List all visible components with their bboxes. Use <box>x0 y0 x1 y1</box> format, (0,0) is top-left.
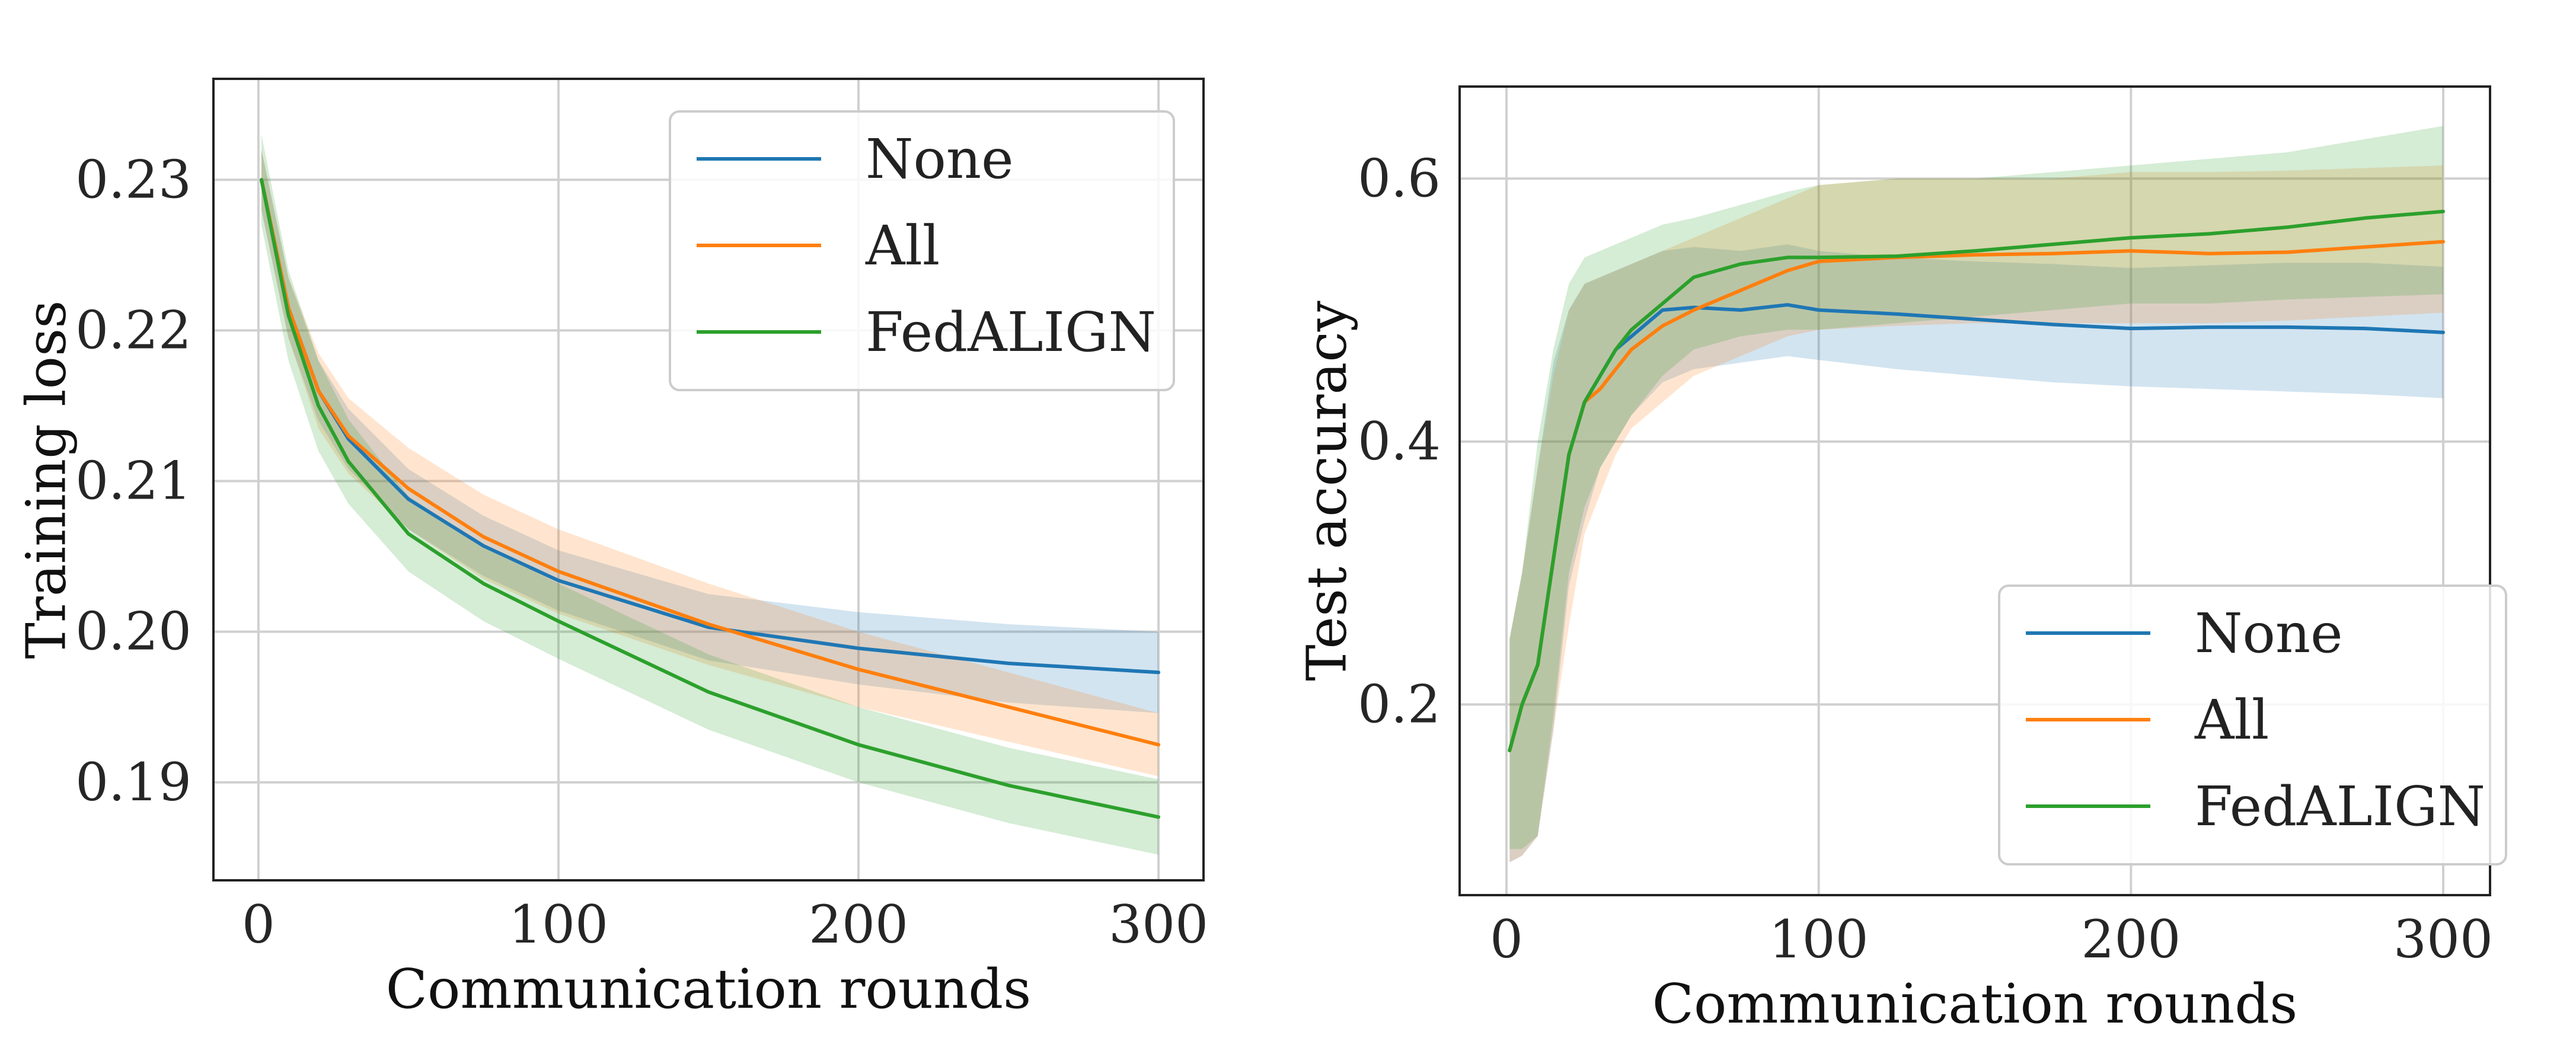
series-line-all <box>260 178 1161 747</box>
legend-label-all: All <box>2194 688 2269 752</box>
legend: None All FedALIGN <box>1998 585 2507 865</box>
y-tick-label: 0.21 <box>75 451 191 512</box>
x-tick-label: 0 <box>242 894 275 955</box>
legend-label-fedalign: FedALIGN <box>866 301 1156 364</box>
band-all <box>1509 165 2443 863</box>
plot-frame <box>212 78 1205 881</box>
x-tick-label: 200 <box>2081 909 2181 970</box>
y-tick-label: 0.22 <box>75 299 191 360</box>
band-none <box>261 149 1159 713</box>
chart-2: 0 100 200 300 0.2 0.4 0.6 Communication rounds T… <box>1295 85 2507 1036</box>
x-tick-label: 100 <box>1769 909 1869 970</box>
plot-frame <box>1458 85 2491 896</box>
band-fedalign <box>1509 126 2443 849</box>
x-tick-label: 300 <box>2393 909 2493 970</box>
legend-box <box>1998 585 2507 865</box>
legend-label-all: All <box>865 214 940 277</box>
y-tick-label: 0.19 <box>75 752 191 813</box>
x-tick-label: 300 <box>1109 894 1208 955</box>
x-axis-label: Communication rounds <box>386 957 1032 1021</box>
legend-label-fedalign: FedALIGN <box>2195 775 2485 838</box>
x-tick-label: 200 <box>809 894 908 955</box>
x-tick-label: 100 <box>509 894 608 955</box>
y-axis-label: Training loss <box>15 301 78 659</box>
band-fedalign <box>261 135 1159 855</box>
y-tick-label: 0.20 <box>75 601 191 662</box>
band-all <box>261 149 1159 777</box>
band-none <box>1509 244 2443 863</box>
series-line-fedalign <box>260 178 1161 819</box>
chart-1: 0 100 200 300 0.19 0.20 0.21 0.22 0.23 Communicat… <box>15 78 1208 1021</box>
legend-label-none: None <box>866 127 1014 191</box>
y-axis-label: Test accuracy <box>1295 301 1359 681</box>
legend: None All FedALIGN <box>669 110 1175 391</box>
y-tick-label: 0.2 <box>1358 673 1441 734</box>
legend-label-none: None <box>2195 602 2343 665</box>
y-tick-label: 0.6 <box>1358 148 1441 209</box>
y-tick-label: 0.23 <box>75 149 191 210</box>
y-tick-label: 0.4 <box>1358 411 1441 472</box>
x-axis-label: Communication rounds <box>1652 972 2298 1036</box>
series-line-fedalign <box>1508 209 2445 752</box>
x-tick-label: 0 <box>1490 909 1523 970</box>
legend-box <box>669 110 1175 391</box>
